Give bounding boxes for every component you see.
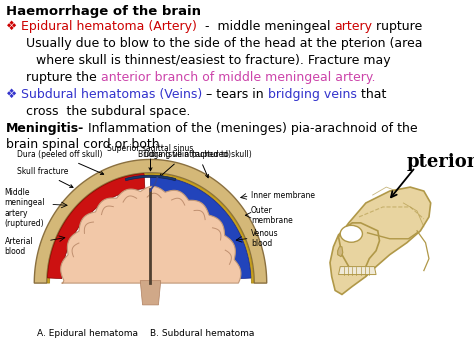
Text: bridging veins: bridging veins bbox=[268, 88, 357, 101]
Text: rupture: rupture bbox=[372, 20, 422, 33]
Text: Superior sagittal sinus: Superior sagittal sinus bbox=[107, 144, 194, 171]
Text: B. Subdural hematoma: B. Subdural hematoma bbox=[150, 329, 254, 338]
Text: Arterial
blood: Arterial blood bbox=[5, 237, 33, 256]
Text: Outer
membrane: Outer membrane bbox=[251, 206, 292, 225]
Text: anterior branch of middle meningeal artery.: anterior branch of middle meningeal arte… bbox=[101, 71, 375, 84]
Ellipse shape bbox=[340, 225, 363, 242]
Text: – tears in: – tears in bbox=[202, 88, 268, 101]
Text: where skull is thinnest/easiest to fracture). Fracture may: where skull is thinnest/easiest to fract… bbox=[36, 54, 390, 67]
Polygon shape bbox=[125, 175, 176, 181]
Polygon shape bbox=[47, 173, 254, 283]
Text: Inflammation of the (meninges) pia-arachnoid of the: Inflammation of the (meninges) pia-arach… bbox=[84, 122, 418, 135]
Text: Subdural hematomas (Veins): Subdural hematomas (Veins) bbox=[21, 88, 202, 101]
Text: Meningitis-: Meningitis- bbox=[6, 122, 84, 135]
Text: Bridging vein (ruptured): Bridging vein (ruptured) bbox=[138, 151, 231, 177]
Text: -  middle meningeal: - middle meningeal bbox=[197, 20, 334, 33]
Text: pterion: pterion bbox=[407, 153, 474, 171]
Text: Epidural hematoma (Artery): Epidural hematoma (Artery) bbox=[21, 20, 197, 33]
Text: A. Epidural hematoma: A. Epidural hematoma bbox=[37, 329, 138, 338]
Text: Dura (still attached to skull): Dura (still attached to skull) bbox=[145, 151, 252, 178]
Polygon shape bbox=[330, 187, 431, 294]
Text: Inner membrane: Inner membrane bbox=[251, 191, 315, 200]
Text: Venous
blood: Venous blood bbox=[251, 229, 278, 248]
Text: ❖: ❖ bbox=[6, 20, 21, 33]
Text: Haemorrhage of the brain: Haemorrhage of the brain bbox=[6, 5, 201, 18]
Polygon shape bbox=[61, 186, 241, 283]
Text: artery: artery bbox=[334, 20, 372, 33]
Polygon shape bbox=[338, 267, 376, 274]
Text: Middle
meningeal
artery
(ruptured): Middle meningeal artery (ruptured) bbox=[5, 188, 45, 228]
Text: cross  the subdural space.: cross the subdural space. bbox=[26, 105, 191, 118]
Polygon shape bbox=[140, 281, 161, 305]
Text: Dura (peeled off skull): Dura (peeled off skull) bbox=[17, 151, 104, 174]
Polygon shape bbox=[337, 247, 343, 257]
Polygon shape bbox=[151, 176, 251, 279]
Polygon shape bbox=[34, 159, 267, 283]
Text: that: that bbox=[357, 88, 386, 101]
Text: rupture the: rupture the bbox=[26, 71, 101, 84]
Text: ❖: ❖ bbox=[6, 88, 21, 101]
Text: Usually due to blow to the side of the head at the pterion (area: Usually due to blow to the side of the h… bbox=[26, 37, 422, 50]
Text: brain spinal cord or both.: brain spinal cord or both. bbox=[6, 138, 164, 152]
Polygon shape bbox=[47, 174, 145, 279]
Text: Skull fracture: Skull fracture bbox=[17, 168, 73, 187]
